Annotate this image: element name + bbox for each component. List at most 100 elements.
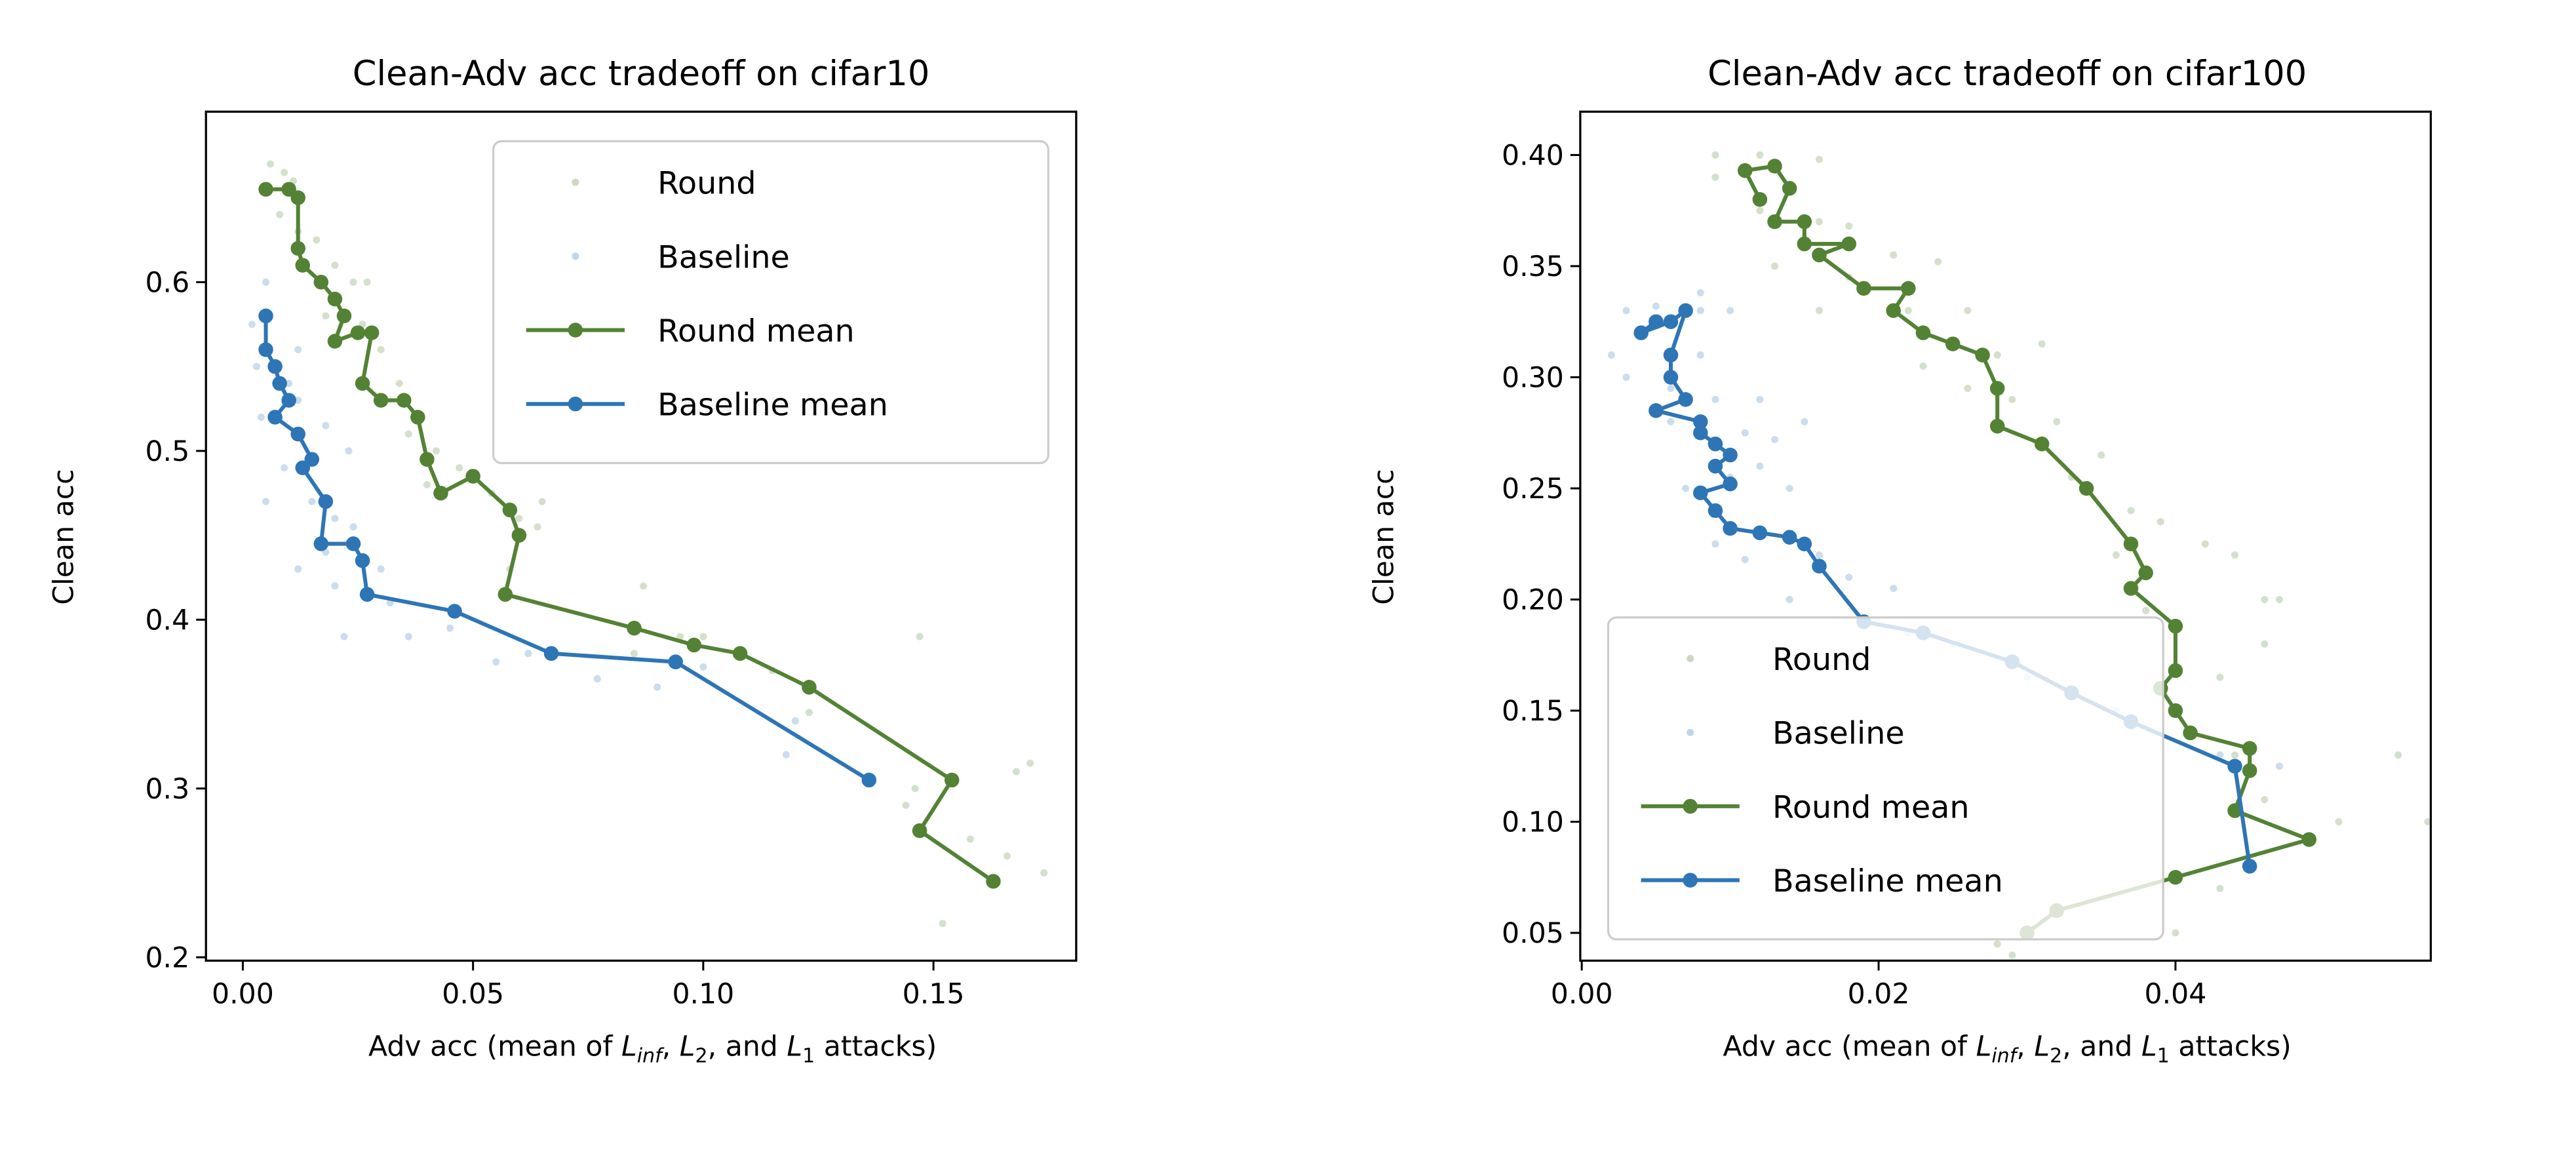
line-marker	[1723, 447, 1738, 463]
y-tick-label: 0.40	[1502, 139, 1564, 172]
scatter-point	[1003, 852, 1011, 860]
legend-label: Round mean	[657, 313, 855, 349]
line-marker	[543, 646, 559, 661]
scatter-point	[2142, 606, 2150, 614]
scatter-point	[349, 523, 357, 531]
line-marker	[359, 587, 375, 602]
line-marker	[258, 342, 273, 357]
y-tick-label: 0.10	[1502, 806, 1564, 839]
scatter-point	[395, 380, 403, 387]
legend-marker	[572, 252, 579, 260]
y-tick-label: 0.3	[145, 773, 189, 806]
scatter-point	[404, 633, 412, 640]
scatter-point	[345, 447, 353, 455]
scatter-point	[432, 447, 440, 455]
scatter-point	[331, 262, 339, 269]
line-marker	[1767, 159, 1782, 174]
scatter-point	[1696, 351, 1704, 359]
y-axis-label: Clean acc	[47, 469, 80, 604]
line-marker	[410, 410, 425, 425]
legend-marker	[568, 396, 583, 412]
scatter-point	[1711, 173, 1719, 181]
line-marker	[350, 325, 366, 340]
series-baseline-mean	[258, 308, 877, 788]
line-marker	[2078, 481, 2094, 496]
scatter-point	[640, 582, 648, 590]
line-marker	[2242, 763, 2257, 778]
scatter-point	[340, 633, 348, 640]
line-marker	[327, 291, 343, 307]
scatter-point	[593, 675, 601, 682]
scatter-point	[2231, 751, 2239, 759]
line-marker	[2227, 758, 2242, 774]
line-marker	[2034, 436, 2050, 452]
scatter-point	[654, 683, 661, 691]
scatter-point	[1890, 251, 1898, 259]
scatter-point	[1622, 307, 1630, 315]
line-marker	[511, 528, 527, 543]
scatter-point	[1711, 151, 1719, 159]
scatter-point	[313, 236, 321, 244]
scatter-point	[2008, 951, 2016, 959]
x-tick-label: 0.15	[903, 978, 965, 1011]
scatter-point	[2172, 929, 2179, 937]
line-marker	[447, 604, 462, 619]
scatter-point	[252, 363, 261, 370]
line-marker	[465, 469, 480, 484]
line-marker	[1723, 476, 1738, 492]
line-marker	[1678, 392, 1693, 407]
line-marker	[1989, 381, 2005, 396]
scatter-point	[1667, 384, 1675, 392]
scatter-point	[1756, 207, 1764, 214]
line-marker	[1797, 236, 1812, 252]
scatter-point	[276, 210, 284, 218]
scatter-point	[294, 565, 302, 573]
line-marker	[2227, 803, 2242, 818]
scatter-point	[782, 751, 790, 758]
scatter-point	[492, 658, 500, 666]
scatter-point	[699, 633, 707, 640]
scatter-point	[1667, 418, 1675, 425]
line-marker	[944, 772, 960, 788]
scatter-point	[262, 498, 270, 505]
line-marker	[1693, 414, 1708, 429]
scatter-point	[331, 582, 339, 590]
scatter-point	[377, 345, 385, 353]
scatter-point	[285, 380, 293, 387]
line-marker	[686, 637, 702, 653]
legend: Round Baseline Round mean Baseline mean	[1607, 616, 2164, 941]
scatter-point	[1919, 363, 1927, 370]
line-marker	[627, 620, 642, 636]
line-marker	[1693, 425, 1708, 441]
scatter-point	[1993, 940, 2001, 948]
line-marker	[290, 426, 305, 442]
legend: Round Baseline Round mean Baseline mean	[492, 140, 1049, 465]
series-baseline	[248, 278, 799, 758]
scatter-point	[1040, 869, 1048, 877]
axes-frame	[1579, 110, 2432, 962]
scatter-point	[1711, 540, 1719, 548]
y-tick-label: 0.25	[1502, 473, 1564, 505]
line-marker	[267, 410, 283, 425]
line-marker	[1945, 336, 1961, 351]
scatter-point	[966, 835, 974, 843]
line-marker	[1708, 503, 1723, 519]
line-marker	[345, 536, 361, 551]
scatter-point	[349, 278, 357, 286]
scatter-point	[939, 920, 946, 928]
legend-item-baseline-mean: Baseline mean	[526, 387, 888, 423]
scatter-point	[2201, 540, 2209, 548]
line-marker	[986, 874, 1001, 889]
line-marker	[1975, 347, 1990, 363]
scatter-point	[262, 278, 270, 286]
y-tick-label: 0.2	[145, 941, 189, 974]
line-marker	[1737, 163, 1753, 178]
scatter-point	[294, 345, 302, 353]
scatter-point	[2008, 395, 2016, 403]
line-marker	[290, 241, 305, 256]
scatter-point	[1964, 384, 1972, 392]
line-marker	[1663, 370, 1679, 385]
line-marker	[502, 502, 518, 518]
scatter-point	[258, 413, 265, 421]
scatter-point	[791, 717, 799, 725]
